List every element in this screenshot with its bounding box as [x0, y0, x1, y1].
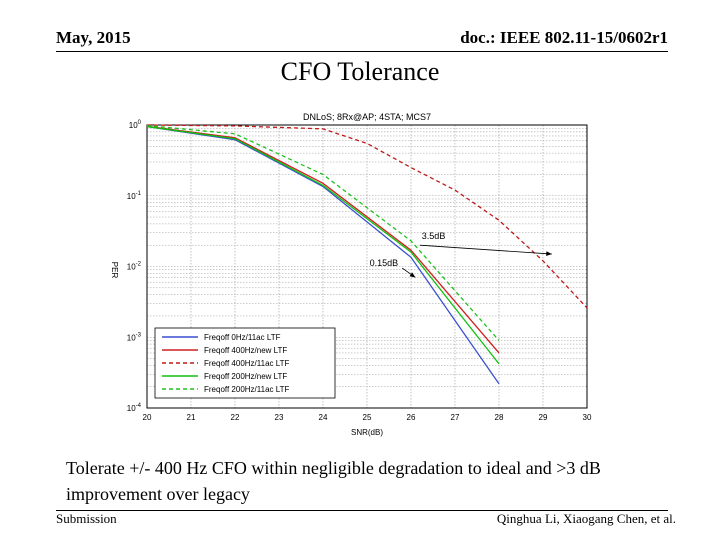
footer-authors: Qinghua Li, Xiaogang Chen, et al.	[496, 511, 676, 526]
y-tick-label: 10-1	[127, 191, 142, 201]
legend-label-2: Freqoff 400Hz/11ac LTF	[204, 359, 289, 368]
x-tick-label: 24	[319, 413, 328, 422]
series-line-2	[146, 124, 588, 309]
series-line-0	[146, 125, 500, 385]
annotation-arrowhead-0	[546, 251, 552, 256]
footer-submission: Submission	[56, 511, 117, 526]
annotation-arrowhead-1	[409, 272, 416, 278]
x-tick-label: 22	[231, 413, 240, 422]
x-tick-label: 30	[583, 413, 592, 422]
x-axis-label: SNR(dB)	[351, 428, 383, 437]
series-line-1	[146, 125, 500, 354]
y-tick-label: 10-4	[127, 403, 142, 413]
x-tick-label: 27	[451, 413, 460, 422]
annotation-label-1: 0.15dB	[370, 258, 399, 268]
header-rule	[56, 51, 668, 52]
x-tick-label: 29	[539, 413, 548, 422]
series-line-4	[146, 124, 500, 341]
series-line-3	[146, 125, 500, 365]
y-tick-label: 100	[129, 120, 142, 130]
x-tick-label: 28	[495, 413, 504, 422]
x-tick-label: 25	[363, 413, 372, 422]
plot-frame	[146, 124, 588, 409]
slide-caption: Tolerate +/- 400 Hz CFO within negligibl…	[66, 458, 601, 504]
x-tick-label: 23	[275, 413, 284, 422]
legend-label-0: Freqoff 0Hz/11ac LTF	[204, 333, 281, 342]
annotation-arrow-0	[419, 244, 552, 255]
y-tick-label: 10-3	[127, 332, 142, 342]
legend-label-4: Freqoff 200Hz/11ac LTF	[204, 385, 289, 394]
footer-rule	[56, 510, 668, 511]
header-date: May, 2015	[56, 28, 131, 47]
legend-label-3: Freqoff 200Hz/new LTF	[204, 372, 287, 381]
header-doc-id: doc.: IEEE 802.11-15/0602r1	[460, 28, 668, 47]
x-tick-label: 26	[407, 413, 416, 422]
y-axis-label: PER	[110, 262, 119, 279]
x-tick-label: 20	[143, 413, 152, 422]
chart-title: DNLoS; 8Rx@AP; 4STA; MCS7	[303, 112, 431, 122]
annotation-label-0: 3.5dB	[422, 231, 446, 241]
x-tick-label: 21	[187, 413, 196, 422]
per-chart: DNLoS; 8Rx@AP; 4STA; MCS7 SNR(dB) PER 20…	[100, 104, 605, 442]
y-tick-label: 10-2	[127, 262, 142, 272]
legend-label-1: Freqoff 400Hz/new LTF	[204, 346, 287, 355]
slide-title: CFO Tolerance	[280, 57, 440, 86]
